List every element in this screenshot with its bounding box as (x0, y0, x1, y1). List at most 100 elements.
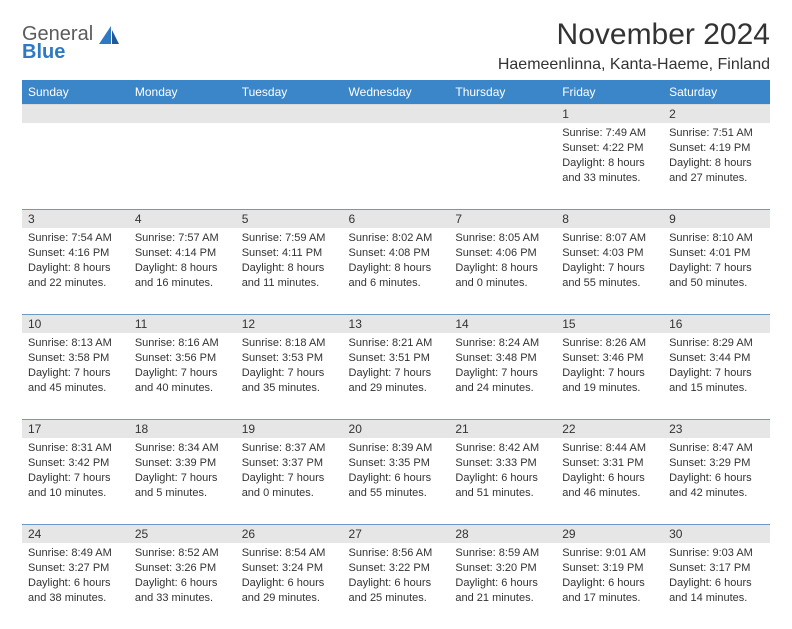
day-number-cell: 6 (343, 209, 450, 228)
sunrise-text: Sunrise: 8:42 AM (455, 441, 550, 456)
day-cell: Sunrise: 8:18 AMSunset: 3:53 PMDaylight:… (236, 333, 343, 419)
brand-logo: General Blue (22, 18, 121, 62)
sunrise-text: Sunrise: 8:10 AM (669, 231, 764, 246)
sunrise-text: Sunrise: 8:39 AM (349, 441, 444, 456)
calendar-table: SundayMondayTuesdayWednesdayThursdayFrid… (22, 80, 770, 629)
day-details: Sunrise: 7:49 AMSunset: 4:22 PMDaylight:… (556, 123, 663, 191)
day-number: 24 (22, 524, 129, 543)
sunrise-text: Sunrise: 8:02 AM (349, 231, 444, 246)
day-number: 9 (663, 209, 770, 228)
day-details: Sunrise: 8:18 AMSunset: 3:53 PMDaylight:… (236, 333, 343, 401)
daylight-text: Daylight: 7 hours and 29 minutes. (349, 366, 444, 396)
sunrise-text: Sunrise: 8:13 AM (28, 336, 123, 351)
sunset-text: Sunset: 4:22 PM (562, 141, 657, 156)
day-details: Sunrise: 8:59 AMSunset: 3:20 PMDaylight:… (449, 543, 556, 611)
page-header: General Blue November 2024 Haemeenlinna,… (22, 18, 770, 74)
day-number-cell: 1 (556, 104, 663, 123)
sunrise-text: Sunrise: 7:57 AM (135, 231, 230, 246)
day-details: Sunrise: 9:03 AMSunset: 3:17 PMDaylight:… (663, 543, 770, 611)
sunrise-text: Sunrise: 8:44 AM (562, 441, 657, 456)
day-details: Sunrise: 8:26 AMSunset: 3:46 PMDaylight:… (556, 333, 663, 401)
day-number: 16 (663, 314, 770, 333)
sunrise-text: Sunrise: 8:52 AM (135, 546, 230, 561)
day-cell: Sunrise: 8:10 AMSunset: 4:01 PMDaylight:… (663, 228, 770, 314)
day-number-cell (449, 104, 556, 123)
day-number-cell: 8 (556, 209, 663, 228)
day-number-cell: 16 (663, 314, 770, 333)
day-number-cell: 13 (343, 314, 450, 333)
day-cell (449, 123, 556, 209)
day-number-cell: 10 (22, 314, 129, 333)
daylight-text: Daylight: 6 hours and 21 minutes. (455, 576, 550, 606)
day-number: 21 (449, 419, 556, 438)
sunrise-text: Sunrise: 9:03 AM (669, 546, 764, 561)
day-details: Sunrise: 8:49 AMSunset: 3:27 PMDaylight:… (22, 543, 129, 611)
day-cell: Sunrise: 8:26 AMSunset: 3:46 PMDaylight:… (556, 333, 663, 419)
day-details: Sunrise: 8:02 AMSunset: 4:08 PMDaylight:… (343, 228, 450, 296)
sunrise-text: Sunrise: 8:47 AM (669, 441, 764, 456)
sunset-text: Sunset: 3:46 PM (562, 351, 657, 366)
day-number (343, 104, 450, 122)
day-number-cell: 14 (449, 314, 556, 333)
day-number: 23 (663, 419, 770, 438)
sunrise-text: Sunrise: 7:59 AM (242, 231, 337, 246)
day-number: 20 (343, 419, 450, 438)
day-number: 18 (129, 419, 236, 438)
daylight-text: Daylight: 8 hours and 16 minutes. (135, 261, 230, 291)
sunrise-text: Sunrise: 8:37 AM (242, 441, 337, 456)
daylight-text: Daylight: 8 hours and 22 minutes. (28, 261, 123, 291)
sunrise-text: Sunrise: 8:18 AM (242, 336, 337, 351)
day-number: 6 (343, 209, 450, 228)
day-number (449, 104, 556, 122)
day-cell: Sunrise: 8:31 AMSunset: 3:42 PMDaylight:… (22, 438, 129, 524)
weekday-header: Friday (556, 80, 663, 104)
daylight-text: Daylight: 7 hours and 24 minutes. (455, 366, 550, 396)
day-details: Sunrise: 8:42 AMSunset: 3:33 PMDaylight:… (449, 438, 556, 506)
sunset-text: Sunset: 3:27 PM (28, 561, 123, 576)
day-number-cell: 27 (343, 524, 450, 543)
daylight-text: Daylight: 8 hours and 11 minutes. (242, 261, 337, 291)
day-number: 10 (22, 314, 129, 333)
daylight-text: Daylight: 6 hours and 33 minutes. (135, 576, 230, 606)
weekday-header: Monday (129, 80, 236, 104)
day-details: Sunrise: 8:52 AMSunset: 3:26 PMDaylight:… (129, 543, 236, 611)
day-number-cell: 18 (129, 419, 236, 438)
day-cell (129, 123, 236, 209)
sunset-text: Sunset: 3:56 PM (135, 351, 230, 366)
day-number-cell: 3 (22, 209, 129, 228)
day-number (236, 104, 343, 122)
sunrise-text: Sunrise: 8:24 AM (455, 336, 550, 351)
sunrise-text: Sunrise: 7:49 AM (562, 126, 657, 141)
day-number-cell (129, 104, 236, 123)
day-number: 3 (22, 209, 129, 228)
daylight-text: Daylight: 7 hours and 40 minutes. (135, 366, 230, 396)
day-cell: Sunrise: 7:59 AMSunset: 4:11 PMDaylight:… (236, 228, 343, 314)
day-details: Sunrise: 8:29 AMSunset: 3:44 PMDaylight:… (663, 333, 770, 401)
day-cell: Sunrise: 8:56 AMSunset: 3:22 PMDaylight:… (343, 543, 450, 629)
day-details: Sunrise: 7:59 AMSunset: 4:11 PMDaylight:… (236, 228, 343, 296)
day-number: 25 (129, 524, 236, 543)
daylight-text: Daylight: 7 hours and 35 minutes. (242, 366, 337, 396)
day-details: Sunrise: 8:47 AMSunset: 3:29 PMDaylight:… (663, 438, 770, 506)
day-number-cell: 29 (556, 524, 663, 543)
day-number-cell: 24 (22, 524, 129, 543)
day-number: 7 (449, 209, 556, 228)
sunrise-text: Sunrise: 8:07 AM (562, 231, 657, 246)
day-number: 14 (449, 314, 556, 333)
title-block: November 2024 Haemeenlinna, Kanta-Haeme,… (498, 18, 770, 74)
day-cell: Sunrise: 8:07 AMSunset: 4:03 PMDaylight:… (556, 228, 663, 314)
day-cell: Sunrise: 8:39 AMSunset: 3:35 PMDaylight:… (343, 438, 450, 524)
sunrise-text: Sunrise: 8:49 AM (28, 546, 123, 561)
day-number: 2 (663, 104, 770, 123)
day-cell: Sunrise: 7:54 AMSunset: 4:16 PMDaylight:… (22, 228, 129, 314)
month-title: November 2024 (498, 18, 770, 52)
daylight-text: Daylight: 6 hours and 25 minutes. (349, 576, 444, 606)
day-cell (22, 123, 129, 209)
sunset-text: Sunset: 3:33 PM (455, 456, 550, 471)
day-number: 13 (343, 314, 450, 333)
sunset-text: Sunset: 3:35 PM (349, 456, 444, 471)
day-cell: Sunrise: 8:21 AMSunset: 3:51 PMDaylight:… (343, 333, 450, 419)
day-number-cell (343, 104, 450, 123)
day-cell: Sunrise: 8:16 AMSunset: 3:56 PMDaylight:… (129, 333, 236, 419)
day-cell: Sunrise: 8:37 AMSunset: 3:37 PMDaylight:… (236, 438, 343, 524)
